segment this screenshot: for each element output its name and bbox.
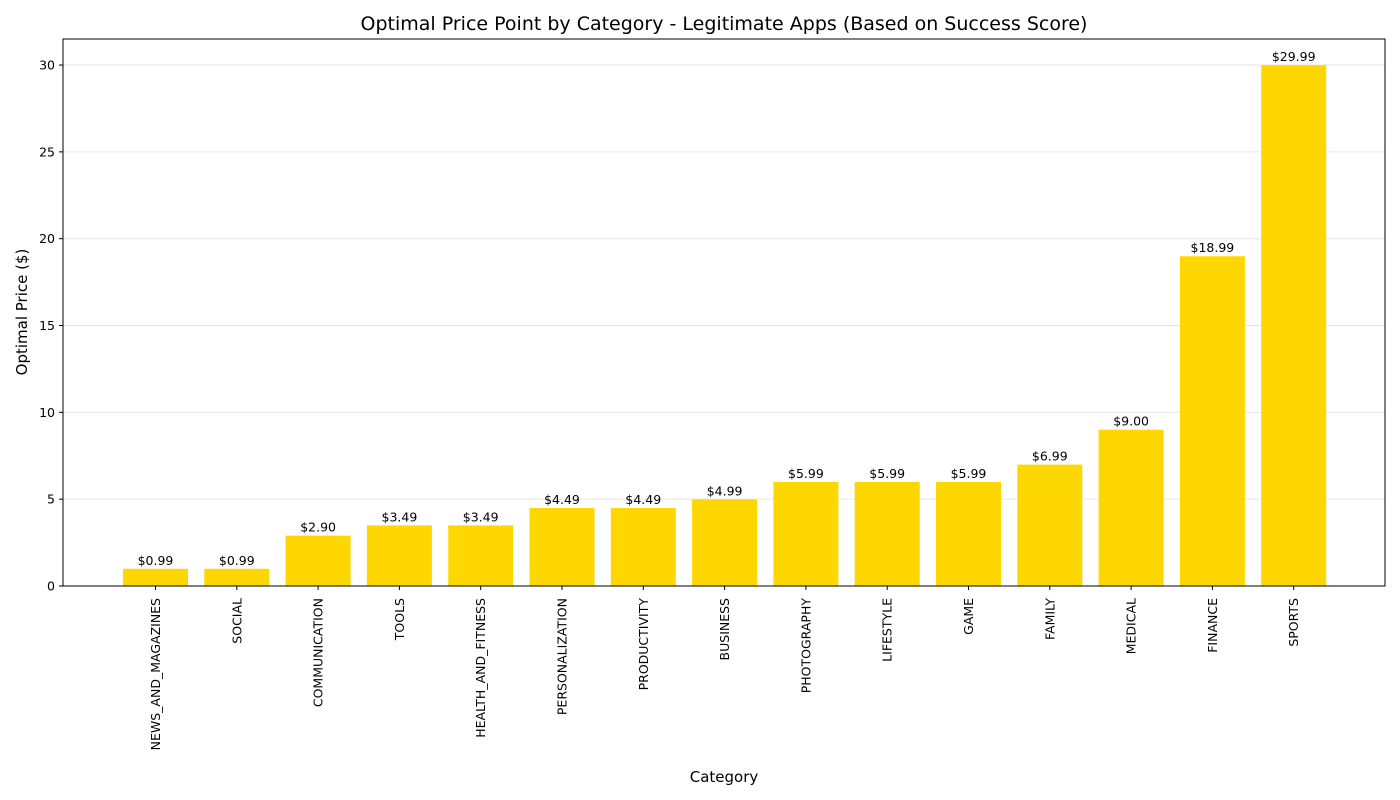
bar <box>1179 256 1245 586</box>
x-tick-label: NEWS_AND_MAGAZINES <box>148 598 163 750</box>
bar <box>1261 65 1327 587</box>
y-axis-label: Optimal Price ($) <box>13 249 31 376</box>
bar <box>204 568 270 586</box>
bars <box>123 65 1327 587</box>
bar <box>448 525 514 586</box>
y-tick-label: 15 <box>39 318 55 333</box>
data-label: $4.49 <box>544 492 580 507</box>
bar <box>692 499 758 586</box>
data-label: $5.99 <box>951 466 987 481</box>
x-tick-label: FINANCE <box>1205 598 1220 653</box>
data-label: $6.99 <box>1032 449 1068 464</box>
bar <box>1098 429 1164 586</box>
x-tick-label: TOOLS <box>392 598 407 641</box>
bar <box>936 481 1001 586</box>
data-label: $18.99 <box>1191 240 1235 255</box>
data-label: $9.00 <box>1113 414 1149 429</box>
axes: 0 5 10 15 20 25 30 NEWS_AND_MAGAZINES SOCIAL COMM… <box>39 38 1386 750</box>
bar <box>529 508 595 586</box>
x-tick-label: PHOTOGRAPHY <box>798 598 813 694</box>
bar <box>610 508 676 586</box>
x-tick-label: COMMUNICATION <box>311 598 326 707</box>
bar <box>366 525 432 586</box>
data-label: $4.49 <box>625 492 661 507</box>
y-tick-label: 10 <box>39 405 55 420</box>
x-tick-label: FAMILY <box>1042 598 1057 640</box>
y-tick-label: 20 <box>39 231 55 246</box>
plot-frame <box>62 38 1386 587</box>
x-tick-label: GAME <box>961 598 976 635</box>
data-label: $3.49 <box>382 509 418 524</box>
x-tick-label: SOCIAL <box>229 598 244 644</box>
bar <box>123 568 188 586</box>
data-label: $0.99 <box>219 553 255 568</box>
x-tick-label: PERSONALIZATION <box>555 598 570 715</box>
data-label: $3.49 <box>463 509 499 524</box>
x-tick-label: PRODUCTIVITY <box>636 598 651 691</box>
x-axis-label: Category <box>690 768 759 786</box>
data-label: $5.99 <box>788 466 824 481</box>
x-tick-label: MEDICAL <box>1124 598 1139 654</box>
y-tick-label: 0 <box>47 579 55 594</box>
bar <box>1017 464 1083 586</box>
chart-title: Optimal Price Point by Category - Legiti… <box>361 13 1088 35</box>
data-label: $2.90 <box>300 520 336 535</box>
x-tick-label: HEALTH_AND_FITNESS <box>473 598 488 738</box>
bar <box>285 535 351 586</box>
data-label: $5.99 <box>869 466 905 481</box>
bar <box>854 481 920 586</box>
bar <box>773 481 839 586</box>
y-tick-label: 25 <box>39 144 55 159</box>
x-tick-label: LIFESTYLE <box>880 598 895 662</box>
y-tick-label: 30 <box>39 58 55 73</box>
data-labels: $0.99 $0.99 $2.90 $3.49 $3.49 $4.49 $4.49 $4.99… <box>138 49 1316 568</box>
data-label: $0.99 <box>138 553 174 568</box>
gridlines <box>63 64 1385 587</box>
data-label: $4.99 <box>707 483 743 498</box>
data-label: $29.99 <box>1272 49 1316 64</box>
x-tick-label: SPORTS <box>1286 598 1301 647</box>
x-tick-label: BUSINESS <box>717 598 732 661</box>
y-tick-label: 5 <box>47 492 55 507</box>
